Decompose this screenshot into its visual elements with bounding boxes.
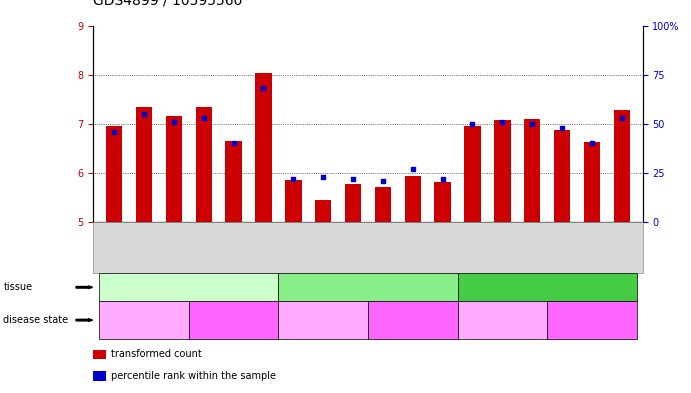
Text: pancreatic cancer-ind
uced cachexia: pancreatic cancer-ind uced cachexia [371,310,454,330]
Text: GDS4899 / 10595560: GDS4899 / 10595560 [93,0,243,8]
Text: white adipose: white adipose [155,282,223,292]
Text: GSM1255445: GSM1255445 [496,223,502,272]
Point [467,121,478,127]
Bar [494,120,511,222]
Text: GSM1255441: GSM1255441 [168,223,174,272]
Text: GSM1255450: GSM1255450 [287,223,293,272]
Point [258,85,269,92]
Bar [255,73,272,222]
Bar [614,110,630,222]
Bar [196,107,212,222]
Point [497,119,508,125]
Text: GSM1255446: GSM1255446 [586,223,592,272]
Text: GSM1255454: GSM1255454 [437,223,443,272]
Text: tissue: tissue [3,282,32,292]
Bar [404,176,421,222]
Bar [464,126,481,222]
Point [527,121,538,127]
Text: GSM1255444: GSM1255444 [466,223,473,272]
Point [437,176,448,182]
Point [169,119,180,125]
Bar [375,187,391,222]
Text: percentile rank within the sample: percentile rank within the sample [111,371,276,381]
Text: GSM1255453: GSM1255453 [347,223,353,272]
Bar [345,184,361,222]
Text: GSM1255437: GSM1255437 [198,223,204,272]
Text: muscle: muscle [529,282,565,292]
Point [377,178,388,184]
Point [587,140,598,147]
Text: GSM1255449: GSM1255449 [377,223,383,272]
Bar [285,180,301,222]
Bar [435,182,451,222]
Text: GSM1255448: GSM1255448 [616,223,622,272]
Bar [225,141,242,222]
Point [108,129,120,135]
Point [138,111,149,117]
Point [228,140,239,147]
Text: control: control [310,316,337,325]
Text: GSM1255451: GSM1255451 [317,223,323,272]
Text: control: control [131,316,158,325]
Text: control: control [489,316,515,325]
Point [198,115,209,121]
Text: GSM1255440: GSM1255440 [227,223,234,272]
Bar [584,142,600,222]
Text: liver: liver [357,282,379,292]
Point [407,166,418,172]
Text: disease state: disease state [3,315,68,325]
Text: GSM1255447: GSM1255447 [526,223,532,272]
Text: pancreatic cancer-ind
uced cachexia: pancreatic cancer-ind uced cachexia [550,310,634,330]
Point [348,176,359,182]
Bar [524,119,540,222]
Bar [553,130,570,222]
Point [287,176,299,182]
Text: GSM1255439: GSM1255439 [138,223,144,272]
Text: pancreatic cancer-ind
uced cachexia: pancreatic cancer-ind uced cachexia [192,310,275,330]
Bar [166,116,182,222]
Point [318,174,329,180]
Text: GSM1255442: GSM1255442 [258,223,263,272]
Text: transformed count: transformed count [111,349,201,360]
Bar [106,126,122,222]
Bar [315,200,332,222]
Text: GSM1255443: GSM1255443 [556,223,562,272]
Point [616,115,627,121]
Text: GSM1255452: GSM1255452 [407,223,413,272]
Point [556,125,567,131]
Bar [136,107,152,222]
Text: GSM1255438: GSM1255438 [108,223,114,272]
